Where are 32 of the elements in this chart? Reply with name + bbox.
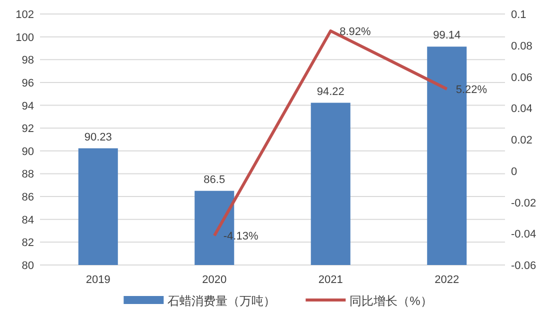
y2-tick-label: -0.06 [511, 260, 536, 272]
data-label: 90.23 [84, 131, 112, 144]
y2-tick-label: 0.04 [511, 103, 532, 116]
y-tick-label: 80 [22, 260, 34, 272]
y-tick-label: 100 [16, 32, 34, 44]
y2-tick-label: 0.06 [511, 72, 532, 84]
legend-label: 同比增长（%） [350, 294, 432, 308]
y-tick-label: 88 [22, 168, 34, 181]
y2-tick-label: -0.04 [511, 228, 536, 241]
x-tick-label: 2019 [86, 274, 110, 286]
y2-tick-label: 0.08 [511, 40, 532, 52]
y2-tick-label: 0 [511, 166, 518, 178]
y2-tick-label: 0.1 [511, 9, 526, 21]
y-tick-label: 90 [22, 146, 34, 158]
y-tick-label: 86 [22, 192, 34, 204]
data-label: 94.22 [316, 86, 344, 98]
y2-tick-label: 0.02 [511, 134, 532, 146]
data-label: 8.92% [340, 26, 372, 38]
y-tick-label: 96 [22, 77, 34, 90]
data-label: 99.14 [433, 30, 461, 42]
x-tick-label: 2020 [202, 274, 227, 286]
data-label: 86.5 [204, 174, 226, 186]
y-tick-label: 102 [16, 9, 34, 21]
y2-tick-label: -0.02 [511, 197, 536, 210]
y-tick-label: 98 [22, 54, 34, 67]
legend-label: 石蜡消费量（万吨） [168, 294, 276, 308]
y-tick-label: 94 [22, 100, 34, 112]
y-tick-label: 92 [22, 123, 34, 136]
y-tick-label: 82 [22, 237, 34, 250]
y-tick-label: 84 [22, 214, 34, 226]
x-tick-label: 2022 [434, 274, 460, 286]
x-tick-label: 2021 [318, 274, 343, 286]
